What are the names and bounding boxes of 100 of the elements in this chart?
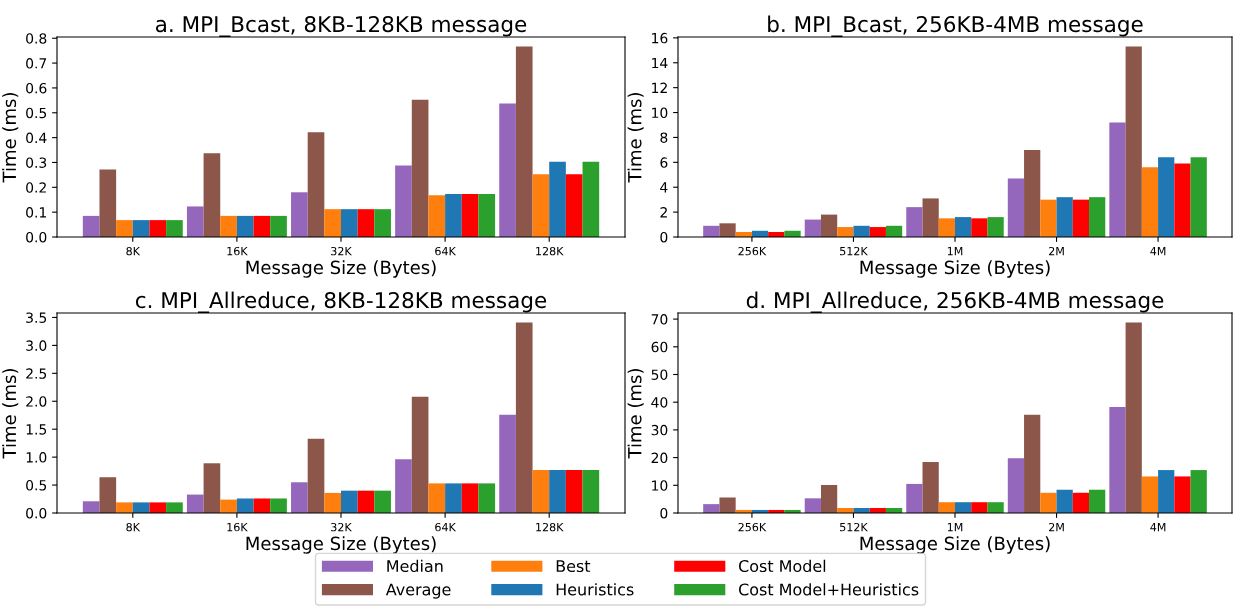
y-tick-label: 70 xyxy=(651,314,668,325)
y-tick-label: 0 xyxy=(660,231,668,243)
bar xyxy=(1109,122,1126,237)
bar xyxy=(1056,197,1073,237)
chart-title: a. MPI_Bcast, 8KB-128KB message xyxy=(155,15,527,37)
y-tick-label: 0.4 xyxy=(26,132,47,144)
bar xyxy=(428,483,446,513)
legend-label: Cost Model xyxy=(738,559,826,573)
bar xyxy=(1007,178,1025,237)
bar xyxy=(549,161,566,237)
bar xyxy=(220,499,237,513)
legend-label: Best xyxy=(556,560,591,573)
y-axis-title: Time (ms) xyxy=(2,93,19,183)
chart-title: d. MPI_Allreduce, 256KB-4MB message xyxy=(746,291,1164,313)
y-tick-label: 0.0 xyxy=(26,507,47,519)
y-tick-label: 8 xyxy=(660,132,668,143)
x-axis-title: Message Size (Bytes) xyxy=(246,260,436,278)
x-tick-label: 4M xyxy=(1150,247,1166,256)
bar xyxy=(116,502,133,513)
bar xyxy=(1024,414,1041,513)
bar xyxy=(1072,492,1090,513)
bar xyxy=(582,161,600,237)
bar xyxy=(499,414,516,513)
x-tick-label: 256K xyxy=(738,246,767,256)
y-axis-title: Time (ms) xyxy=(2,369,19,459)
bar xyxy=(253,215,271,237)
x-tick-label: 64K xyxy=(435,246,457,256)
bar xyxy=(515,46,533,237)
x-tick-label: 8K xyxy=(126,522,141,532)
y-tick-label: 20 xyxy=(651,452,668,464)
y-tick-label: 3.5 xyxy=(26,312,47,323)
bar xyxy=(82,501,100,513)
bar xyxy=(1040,492,1057,513)
bar xyxy=(922,462,939,513)
bar xyxy=(445,194,462,237)
bar xyxy=(116,220,133,237)
x-tick-label: 128K xyxy=(536,246,564,256)
y-tick-label: 0 xyxy=(660,507,668,519)
legend-label: Median xyxy=(387,559,443,573)
x-tick-label: 256K xyxy=(738,522,767,532)
bar xyxy=(1109,406,1126,513)
bar xyxy=(906,483,923,513)
x-tick-label: 512K xyxy=(840,246,868,256)
bar xyxy=(804,498,821,513)
bar xyxy=(499,103,516,237)
y-tick-label: 0.8 xyxy=(26,33,47,44)
y-tick-label: 6 xyxy=(660,157,668,168)
bar xyxy=(582,469,600,513)
y-tick-label: 0.6 xyxy=(26,82,47,94)
bar xyxy=(1158,157,1175,237)
x-tick-label: 8K xyxy=(126,246,141,256)
bar xyxy=(1089,489,1106,513)
bar xyxy=(357,490,375,513)
bar xyxy=(853,225,870,237)
bar xyxy=(395,459,412,513)
bar xyxy=(1174,476,1191,513)
y-tick-label: 1.0 xyxy=(26,452,47,463)
bar xyxy=(987,217,1004,237)
x-tick-label: 32K xyxy=(331,522,352,532)
bar xyxy=(236,215,254,237)
bar xyxy=(270,215,287,237)
bar xyxy=(149,220,167,237)
x-tick-label: 512K xyxy=(840,522,868,532)
bar xyxy=(132,220,150,237)
bar xyxy=(461,483,479,513)
x-tick-label: 2M xyxy=(1049,522,1064,532)
bar xyxy=(938,502,955,513)
bar xyxy=(987,502,1004,513)
bar xyxy=(99,477,117,513)
y-tick-label: 30 xyxy=(651,424,668,436)
bar xyxy=(149,502,167,513)
bar xyxy=(1141,476,1159,513)
bar xyxy=(1174,163,1191,237)
legend-label: Cost Model+Heuristics xyxy=(738,583,919,596)
bar xyxy=(971,218,988,237)
y-tick-label: 0.3 xyxy=(26,157,47,168)
y-tick-label: 60 xyxy=(651,341,668,353)
bar xyxy=(565,469,583,513)
y-tick-label: 10 xyxy=(652,107,668,119)
y-tick-label: 16 xyxy=(652,32,668,44)
bar xyxy=(132,502,150,513)
x-tick-label: 1M xyxy=(947,247,963,256)
y-tick-label: 0.7 xyxy=(26,58,47,69)
bar xyxy=(1125,322,1142,513)
bar xyxy=(307,438,325,513)
y-tick-label: 0.5 xyxy=(26,107,47,119)
legend-label: Average xyxy=(385,583,451,599)
y-tick-label: 4 xyxy=(660,182,668,193)
bar xyxy=(565,174,583,237)
bar xyxy=(324,492,341,513)
y-tick-label: 2.0 xyxy=(26,396,47,407)
bar xyxy=(291,192,308,237)
y-tick-label: 0.5 xyxy=(26,480,47,491)
x-tick-label: 16K xyxy=(227,246,248,256)
y-tick-label: 10 xyxy=(652,480,668,491)
y-tick-label: 2 xyxy=(660,207,667,218)
bar xyxy=(532,469,550,513)
bar xyxy=(236,498,254,513)
bar xyxy=(1141,167,1159,237)
bar xyxy=(971,502,988,513)
